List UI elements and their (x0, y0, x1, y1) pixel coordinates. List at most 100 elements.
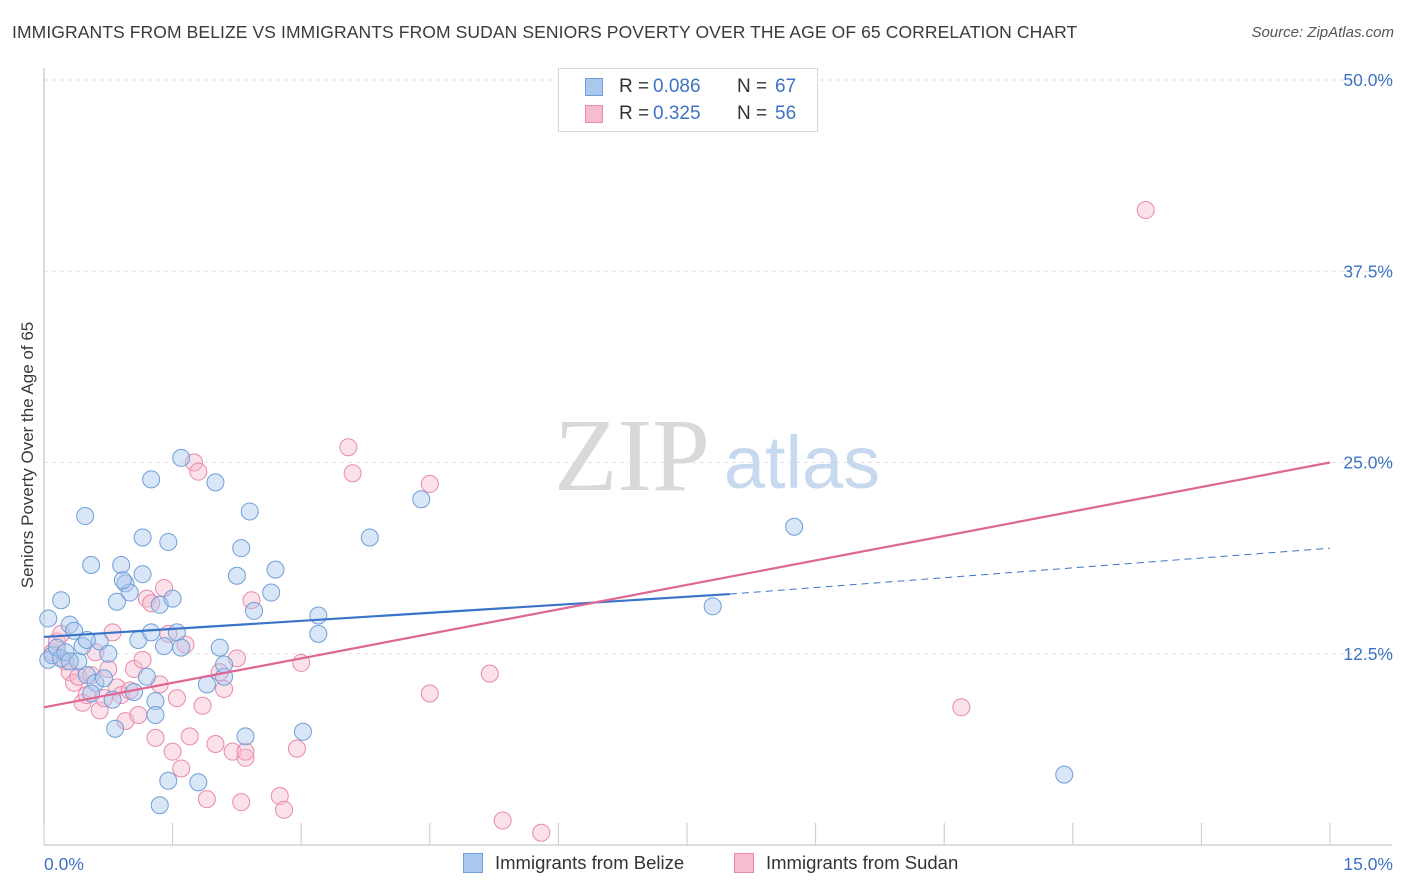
belize-point (133, 528, 152, 547)
belize-point (309, 606, 328, 625)
belize-point (142, 623, 161, 642)
legend-item-belize: Immigrants from Belize (463, 852, 684, 874)
belize-point (95, 669, 114, 688)
belize-point (159, 771, 178, 790)
watermark-zip: ZIP (554, 398, 710, 513)
series-legend: Immigrants from Belize Immigrants from S… (0, 852, 1406, 876)
belize-point (113, 571, 132, 590)
legend-row-sudan: R = 0.325 N = 56 (585, 103, 849, 125)
points-layer (39, 201, 1155, 842)
belize-point (159, 533, 178, 552)
belize-point (167, 623, 186, 642)
sudan-point (343, 464, 362, 483)
chart-title: IMMIGRANTS FROM BELIZE VS IMMIGRANTS FRO… (12, 22, 1078, 42)
belize-point (76, 507, 95, 526)
sudan-point (270, 787, 289, 806)
sudan-point (493, 811, 512, 830)
legend-n-value: 67 (775, 76, 797, 97)
belize-point (412, 490, 431, 509)
sudan-swatch-icon (585, 105, 603, 123)
belize-point (47, 638, 66, 657)
source-label: Source: ZipAtlas.com (1251, 24, 1394, 41)
x-tick-label-min: 0.0% (44, 854, 84, 874)
belize-point (146, 692, 165, 711)
legend-n-value: 56 (775, 103, 797, 124)
axes-layer (43, 68, 1392, 846)
sudan-point (172, 759, 191, 778)
belize-point (172, 448, 191, 467)
belize-point (266, 560, 285, 579)
belize-trend-extension (729, 547, 1331, 595)
sudan-point (206, 735, 225, 754)
sudan-trend-line (43, 461, 1331, 709)
belize-point (116, 574, 135, 593)
belize-point (82, 556, 101, 575)
legend-r-label: R = (619, 103, 650, 124)
belize-point (133, 565, 152, 584)
belize-point (150, 796, 169, 815)
sudan-point (480, 664, 499, 683)
belize-swatch-icon (585, 78, 603, 96)
sudan-point (167, 689, 186, 708)
belize-point (206, 473, 225, 492)
sudan-point (420, 474, 439, 493)
sudan-point (242, 591, 261, 610)
sudan-point (189, 462, 208, 481)
legend-label-belize: Immigrants from Belize (495, 852, 685, 873)
sudan-point (532, 823, 551, 842)
grid-layer (44, 79, 1392, 655)
sudan-point (275, 800, 294, 819)
sudan-point (99, 660, 118, 679)
belize-point (77, 630, 96, 649)
sudan-point (197, 790, 216, 809)
sudan-point (163, 742, 182, 761)
belize-point (227, 566, 246, 585)
belize-point (360, 528, 379, 547)
tick-label-layer: 12.5% 25.0% 37.5% 50.0% 0.0% 15.0% (44, 70, 1393, 874)
sudan-point (180, 727, 199, 746)
belize-point (172, 638, 191, 657)
sudan-point (952, 698, 971, 717)
belize-point (99, 644, 118, 663)
belize-point (52, 591, 71, 610)
belize-point (137, 667, 156, 686)
legend-label-sudan: Immigrants from Sudan (766, 852, 959, 873)
belize-legend-swatch-icon (463, 853, 483, 873)
x-tick-label-max: 15.0% (1343, 854, 1393, 874)
sudan-point (90, 701, 109, 720)
belize-point (106, 719, 125, 738)
sudan-point (215, 679, 234, 698)
belize-point (39, 609, 58, 628)
legend-n-label: N = (737, 76, 768, 97)
belize-point (112, 556, 131, 575)
legend-r-value: 0.325 (653, 103, 701, 124)
belize-point (785, 517, 804, 536)
belize-point (262, 583, 281, 602)
sudan-point (133, 650, 152, 669)
belize-point (56, 643, 75, 662)
sudan-point (287, 739, 306, 758)
y-tick-label: 50.0% (1343, 70, 1393, 90)
belize-point (236, 727, 255, 746)
belize-point (245, 601, 264, 620)
sudan-legend-swatch-icon (734, 853, 754, 873)
watermark-atlas: atlas (724, 421, 880, 504)
legend-item-sudan: Immigrants from Sudan (734, 852, 958, 874)
watermark: ZIP atlas (554, 398, 880, 513)
sudan-point (129, 705, 148, 724)
sudan-point (420, 684, 439, 703)
belize-point (142, 470, 161, 489)
legend-row-belize: R = 0.086 N = 67 (585, 76, 849, 98)
y-tick-label: 37.5% (1343, 261, 1393, 281)
belize-point (1055, 765, 1074, 784)
correlation-legend: R = 0.086 N = 67 R = 0.325 N = 56 (558, 68, 818, 132)
belize-point (240, 502, 259, 521)
belize-point (86, 673, 105, 692)
y-tick-label: 25.0% (1343, 453, 1393, 473)
sudan-point (236, 748, 255, 767)
y-axis-label: Seniors Poverty Over the Age of 65 (18, 321, 37, 589)
belize-point (60, 652, 79, 671)
belize-point (163, 589, 182, 608)
y-tick-label: 12.5% (1343, 644, 1393, 664)
